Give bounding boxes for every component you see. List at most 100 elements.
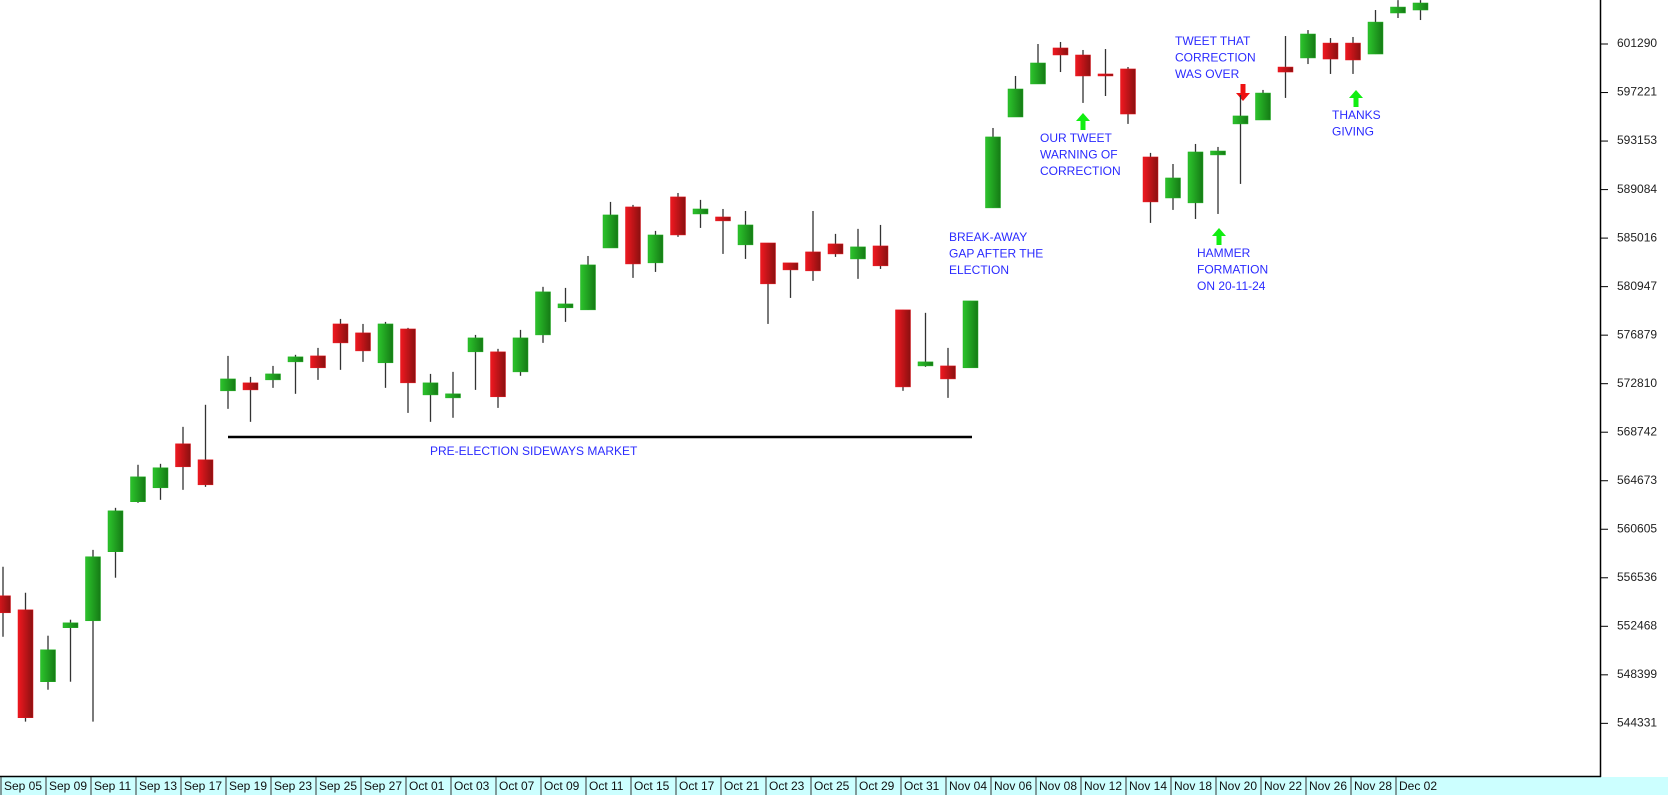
- annotation: FORMATION: [1197, 263, 1268, 277]
- down-candle-body: [197, 459, 214, 486]
- x-tick-label: Sep 23: [274, 779, 312, 793]
- down-candle-body: [1052, 47, 1069, 56]
- y-tick-label: 548399: [1617, 667, 1657, 681]
- y-tick-label: 576879: [1617, 327, 1657, 341]
- up-candle-body: [1007, 88, 1024, 118]
- up-candle-body: [602, 214, 619, 249]
- up-candle-body: [152, 467, 169, 489]
- up-candle-body: [1187, 151, 1204, 204]
- down-candle-body: [670, 196, 686, 236]
- down-candle-body: [1097, 73, 1114, 77]
- annotation: CORRECTION: [1175, 51, 1256, 65]
- annotation: ELECTION: [949, 263, 1009, 277]
- y-tick-label: 589084: [1617, 182, 1657, 196]
- down-candle-body: [332, 323, 349, 344]
- down-candle-body: [827, 243, 844, 255]
- x-tick-label: Sep 13: [139, 779, 177, 793]
- x-tick-label: Oct 23: [769, 779, 805, 793]
- x-tick-label: Sep 25: [319, 779, 357, 793]
- up-candle-body: [985, 136, 1001, 209]
- down-candle-body: [782, 262, 799, 271]
- down-candle-body: [715, 216, 731, 222]
- down-candle-body: [1075, 54, 1091, 77]
- annotation: CORRECTION: [1040, 164, 1121, 178]
- x-tick-label: Sep 09: [49, 779, 87, 793]
- y-tick-label: 568742: [1617, 424, 1657, 438]
- x-tick-label: Sep 17: [184, 779, 222, 793]
- y-tick-label: 544331: [1617, 716, 1657, 730]
- up-candle-body: [62, 622, 79, 628]
- x-tick-label: Sep 27: [364, 779, 402, 793]
- x-tick-label: Oct 03: [454, 779, 490, 793]
- x-tick-label: Nov 28: [1354, 779, 1392, 793]
- x-tick-label: Oct 29: [859, 779, 895, 793]
- down-candle-body: [1345, 42, 1361, 61]
- down-candle-body: [242, 382, 259, 391]
- up-candle-body: [580, 264, 596, 311]
- up-candle-body: [220, 378, 236, 392]
- up-candle-body: [1412, 2, 1429, 11]
- down-candle-body: [1277, 66, 1294, 73]
- up-candle-body: [1255, 92, 1271, 121]
- y-tick-label: 593153: [1617, 133, 1657, 147]
- up-candle-body: [850, 246, 866, 260]
- up-candle-body: [1030, 62, 1046, 85]
- down-candle-body: [355, 332, 371, 352]
- x-tick-label: Dec 02: [1399, 779, 1437, 793]
- y-tick-label: 564673: [1617, 473, 1657, 487]
- x-tick-label: Nov 08: [1039, 779, 1077, 793]
- up-candle-body: [287, 356, 304, 363]
- down-candle-body: [310, 355, 326, 369]
- down-candle-body: [400, 328, 416, 384]
- x-tick-label: Oct 11: [589, 779, 624, 793]
- x-tick-label: Sep 11: [94, 779, 131, 793]
- arrows: [1076, 84, 1363, 245]
- down-candle-body: [625, 206, 641, 265]
- x-tick-label: Sep 05: [4, 779, 42, 793]
- y-tick-label: 572810: [1617, 376, 1657, 390]
- up-candle-body: [512, 337, 529, 373]
- up-candle-body: [130, 476, 146, 503]
- annotation: GIVING: [1332, 125, 1374, 139]
- down-candle-body: [895, 309, 911, 388]
- up-candle-body: [962, 300, 979, 369]
- up-candle-body: [1210, 150, 1226, 156]
- down-candle-body: [17, 609, 34, 719]
- y-tick-label: 552468: [1617, 618, 1657, 632]
- up-candle-body: [917, 361, 934, 367]
- down-candle-body: [1322, 42, 1339, 60]
- up-candle-body: [1165, 177, 1181, 199]
- annotation: WAS OVER: [1175, 67, 1240, 81]
- up-candle-body: [1300, 33, 1316, 59]
- up-candle-body: [265, 373, 281, 381]
- down-candle-body: [760, 242, 776, 285]
- x-tick-label: Nov 04: [949, 779, 987, 793]
- down-candle-body: [490, 351, 506, 398]
- down-candle-body: [175, 443, 191, 468]
- plot-area: [0, 0, 1600, 776]
- up-candle-body: [692, 208, 709, 215]
- up-candle-body: [40, 649, 56, 682]
- down-candle-body: [872, 245, 889, 267]
- up-candle-body: [1367, 21, 1384, 55]
- x-tick-label: Oct 01: [409, 779, 445, 793]
- up-arrow: [1349, 90, 1363, 107]
- up-candle-body: [85, 556, 101, 622]
- x-tick-label: Oct 17: [679, 779, 715, 793]
- x-tick-label: Oct 15: [634, 779, 670, 793]
- y-tick-label: 585016: [1617, 230, 1657, 244]
- x-tick-label: Nov 14: [1129, 779, 1167, 793]
- annotation: ON 20-11-24: [1197, 279, 1266, 293]
- x-tick-label: Nov 20: [1219, 779, 1257, 793]
- x-tick-label: Nov 22: [1264, 779, 1302, 793]
- candles: [0, 0, 1429, 722]
- x-tick-label: Sep 19: [229, 779, 267, 793]
- x-tick-label: Nov 06: [994, 779, 1032, 793]
- annotation: THANKS: [1332, 108, 1381, 122]
- annotation: TWEET THAT: [1175, 34, 1251, 48]
- annotation: PRE-ELECTION SIDEWAYS MARKET: [430, 444, 638, 458]
- down-candle-body: [940, 365, 956, 380]
- up-candle-body: [467, 337, 484, 353]
- up-candle-body: [1390, 6, 1406, 14]
